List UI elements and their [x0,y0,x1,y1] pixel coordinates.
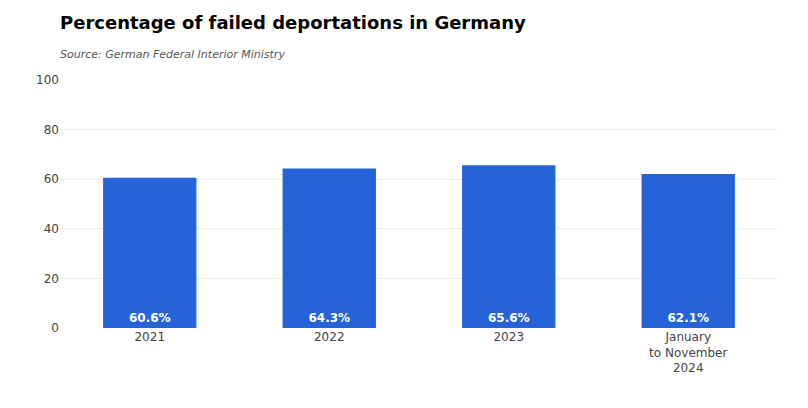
svg-text:Januaryto November2024: Januaryto November2024 [649,330,727,375]
svg-text:65.6%: 65.6% [488,311,530,325]
svg-text:62.1%: 62.1% [667,311,709,325]
svg-text:2021: 2021 [134,330,165,344]
svg-text:20: 20 [44,272,59,286]
svg-text:Source: German Federal Interio: Source: German Federal Interior Ministry [60,48,285,61]
svg-text:60: 60 [44,172,59,186]
svg-text:2023: 2023 [493,330,524,344]
svg-text:60.6%: 60.6% [129,311,171,325]
svg-text:64.3%: 64.3% [308,311,350,325]
svg-text:0: 0 [51,321,59,335]
svg-text:2022: 2022 [314,330,345,344]
svg-text:40: 40 [44,222,59,236]
svg-text:80: 80 [44,123,59,137]
svg-text:100: 100 [36,73,59,87]
svg-text:Percentage of failed deportati: Percentage of failed deportations in Ger… [60,12,526,33]
